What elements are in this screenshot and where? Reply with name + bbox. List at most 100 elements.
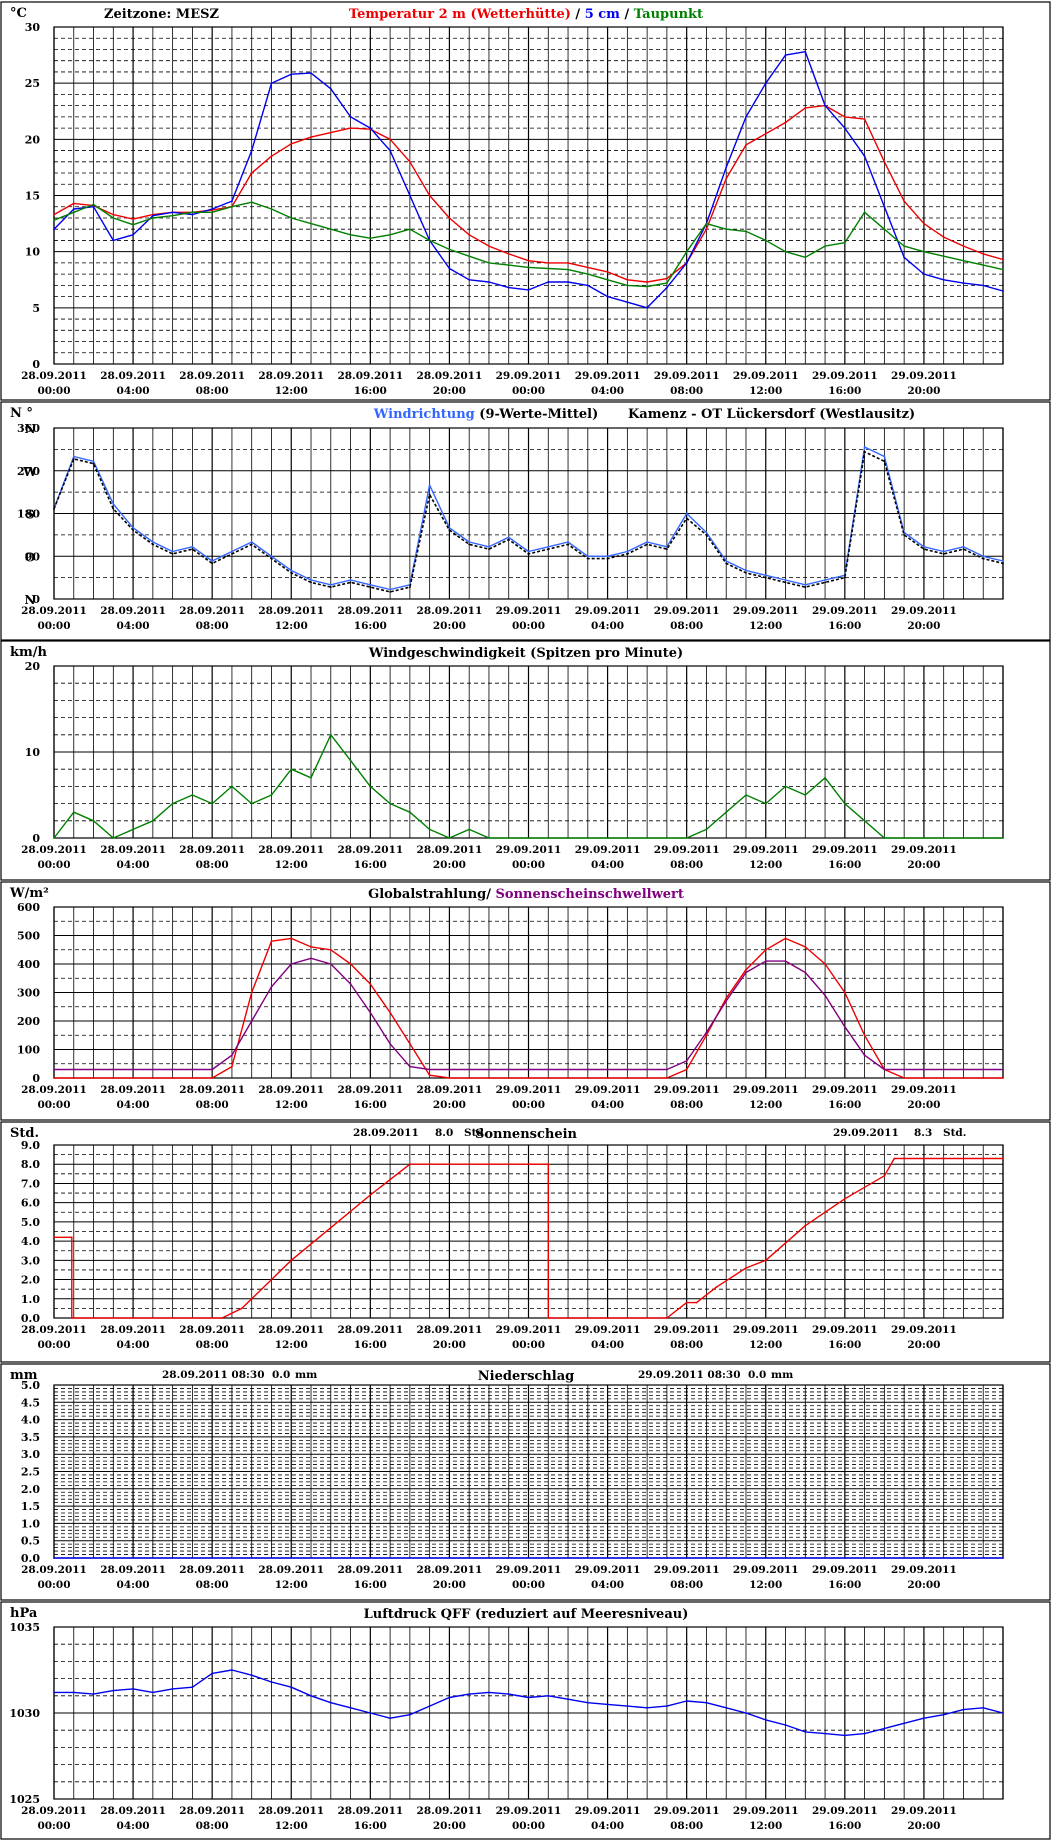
data-point bbox=[982, 555, 985, 558]
data-point bbox=[962, 1068, 965, 1071]
data-point bbox=[507, 286, 510, 289]
data-point bbox=[488, 1163, 490, 1166]
data-point bbox=[290, 73, 293, 76]
x-tick-date: 28.09.2011 bbox=[100, 844, 166, 856]
data-point bbox=[468, 1693, 471, 1695]
data-point bbox=[883, 228, 886, 231]
data-point bbox=[270, 155, 273, 158]
data-point bbox=[567, 268, 569, 271]
data-point bbox=[883, 1068, 886, 1071]
data-point bbox=[250, 201, 253, 204]
data-point bbox=[329, 586, 332, 588]
x-tick-date: 29.09.2011 bbox=[891, 1324, 957, 1336]
data-point bbox=[409, 194, 411, 197]
x-tick-date: 29.09.2011 bbox=[575, 844, 641, 856]
summary-unit: Std. bbox=[464, 1127, 487, 1139]
y-tick-label: 3.5 bbox=[21, 1431, 40, 1444]
panel-frame bbox=[0, 1121, 1051, 1363]
x-tick-time: 12:00 bbox=[749, 620, 782, 632]
data-point bbox=[369, 1194, 372, 1196]
data-point bbox=[112, 239, 115, 242]
x-tick-date: 29.09.2011 bbox=[812, 605, 878, 617]
data-point bbox=[606, 278, 609, 281]
data-point bbox=[725, 560, 728, 562]
data-point bbox=[527, 259, 530, 262]
chart-title-part: (9-Werte-Mittel) bbox=[475, 407, 598, 422]
data-point bbox=[784, 937, 787, 940]
x-tick-date: 29.09.2011 bbox=[812, 1805, 878, 1817]
data-point bbox=[112, 217, 115, 219]
data-point bbox=[606, 557, 609, 560]
data-point bbox=[112, 837, 115, 839]
data-point bbox=[132, 223, 135, 226]
x-tick-date: 28.09.2011 bbox=[258, 370, 324, 382]
data-point bbox=[290, 768, 293, 771]
data-point bbox=[488, 548, 490, 550]
data-point bbox=[152, 1691, 154, 1694]
data-point bbox=[260, 1288, 263, 1291]
data-point bbox=[666, 837, 668, 839]
data-point bbox=[250, 543, 253, 546]
x-tick-time: 08:00 bbox=[196, 1099, 229, 1111]
data-point bbox=[715, 1286, 718, 1289]
y-direction-label: N bbox=[25, 593, 36, 607]
x-tick-time: 08:00 bbox=[196, 620, 229, 632]
data-point bbox=[982, 1068, 985, 1071]
data-point bbox=[725, 1000, 728, 1002]
panel-frame bbox=[0, 401, 1051, 641]
data-point bbox=[409, 1713, 411, 1716]
x-tick-date: 29.09.2011 bbox=[496, 1805, 562, 1817]
data-point bbox=[468, 543, 471, 546]
x-tick-time: 00:00 bbox=[37, 1339, 70, 1351]
x-tick-time: 20:00 bbox=[433, 1099, 466, 1111]
x-tick-date: 29.09.2011 bbox=[733, 1084, 799, 1096]
x-tick-time: 12:00 bbox=[749, 859, 782, 871]
x-tick-time: 00:00 bbox=[512, 1339, 545, 1351]
data-point bbox=[72, 1691, 75, 1694]
data-point bbox=[448, 837, 451, 839]
data-point bbox=[725, 997, 728, 1000]
x-tick-date: 28.09.2011 bbox=[21, 1805, 87, 1817]
data-point bbox=[764, 576, 767, 579]
x-tick-date: 28.09.2011 bbox=[337, 1324, 403, 1336]
data-point bbox=[409, 228, 411, 231]
data-point bbox=[211, 208, 214, 210]
data-point bbox=[745, 230, 747, 233]
data-point bbox=[112, 503, 115, 505]
data-point bbox=[211, 1068, 214, 1071]
panel-frame bbox=[0, 1601, 1051, 1840]
data-point bbox=[567, 541, 569, 543]
x-tick-date: 29.09.2011 bbox=[733, 844, 799, 856]
data-point bbox=[646, 543, 648, 546]
data-point bbox=[705, 531, 708, 534]
data-point bbox=[547, 1317, 550, 1319]
data-point bbox=[132, 233, 135, 236]
y-tick-label: 4.0 bbox=[21, 1235, 40, 1248]
data-point bbox=[468, 278, 471, 281]
data-point bbox=[903, 245, 905, 248]
data-point bbox=[646, 1068, 648, 1071]
data-point bbox=[962, 282, 965, 284]
y-tick-label: 10 bbox=[25, 246, 41, 259]
x-tick-date: 29.09.2011 bbox=[496, 605, 562, 617]
data-point bbox=[547, 1163, 550, 1166]
data-point bbox=[1002, 268, 1004, 271]
summary-date: 29.09.2011 08:30 bbox=[638, 1369, 741, 1381]
data-point bbox=[53, 213, 55, 216]
data-point bbox=[329, 583, 332, 586]
chart-title: Luftdruck QFF (reduziert auf Meeresnivea… bbox=[364, 1607, 689, 1622]
data-point bbox=[72, 211, 75, 214]
data-point bbox=[389, 233, 391, 236]
data-point bbox=[409, 811, 411, 814]
x-tick-time: 00:00 bbox=[37, 385, 70, 397]
data-point bbox=[428, 239, 431, 242]
panel-frame bbox=[0, 881, 1051, 1121]
data-point bbox=[824, 104, 826, 107]
y-tick-label: 300 bbox=[17, 987, 40, 1000]
x-tick-time: 12:00 bbox=[275, 1820, 308, 1832]
x-tick-time: 20:00 bbox=[433, 1579, 466, 1591]
x-tick-date: 29.09.2011 bbox=[496, 844, 562, 856]
data-point bbox=[646, 306, 648, 309]
data-point bbox=[310, 72, 312, 74]
x-tick-time: 20:00 bbox=[907, 859, 940, 871]
